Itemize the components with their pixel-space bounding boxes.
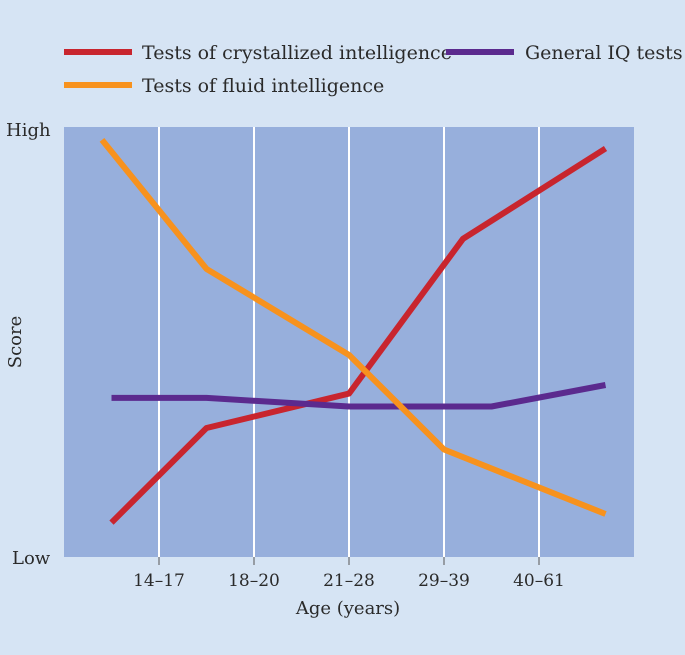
series-line-crystallized bbox=[109, 145, 608, 525]
legend-label-general-iq: General IQ tests bbox=[525, 42, 683, 64]
y-tick-high: High bbox=[6, 120, 51, 141]
y-tick-low: Low bbox=[12, 548, 51, 569]
x-tick-label: 14–17 bbox=[133, 571, 185, 591]
legend-label-crystallized: Tests of crystallized intelligence bbox=[142, 42, 452, 64]
x-axis-title: Age (years) bbox=[295, 598, 400, 619]
legend-label-fluid: Tests of fluid intelligence bbox=[142, 75, 384, 97]
x-tick-label: 21–28 bbox=[323, 571, 375, 591]
x-tick-label: 18–20 bbox=[228, 571, 280, 591]
series-lines bbox=[99, 138, 608, 525]
legend: Tests of crystallized intelligence Gener… bbox=[64, 42, 683, 97]
x-tick-labels: 14–17 18–20 21–28 29–39 40–61 bbox=[133, 571, 565, 591]
x-tick-label: 29–39 bbox=[418, 571, 470, 591]
y-axis-title: Score bbox=[5, 316, 26, 369]
series-line-fluid bbox=[99, 138, 607, 517]
series-line-general-iq bbox=[111, 382, 607, 410]
x-tick-label: 40–61 bbox=[513, 571, 565, 591]
